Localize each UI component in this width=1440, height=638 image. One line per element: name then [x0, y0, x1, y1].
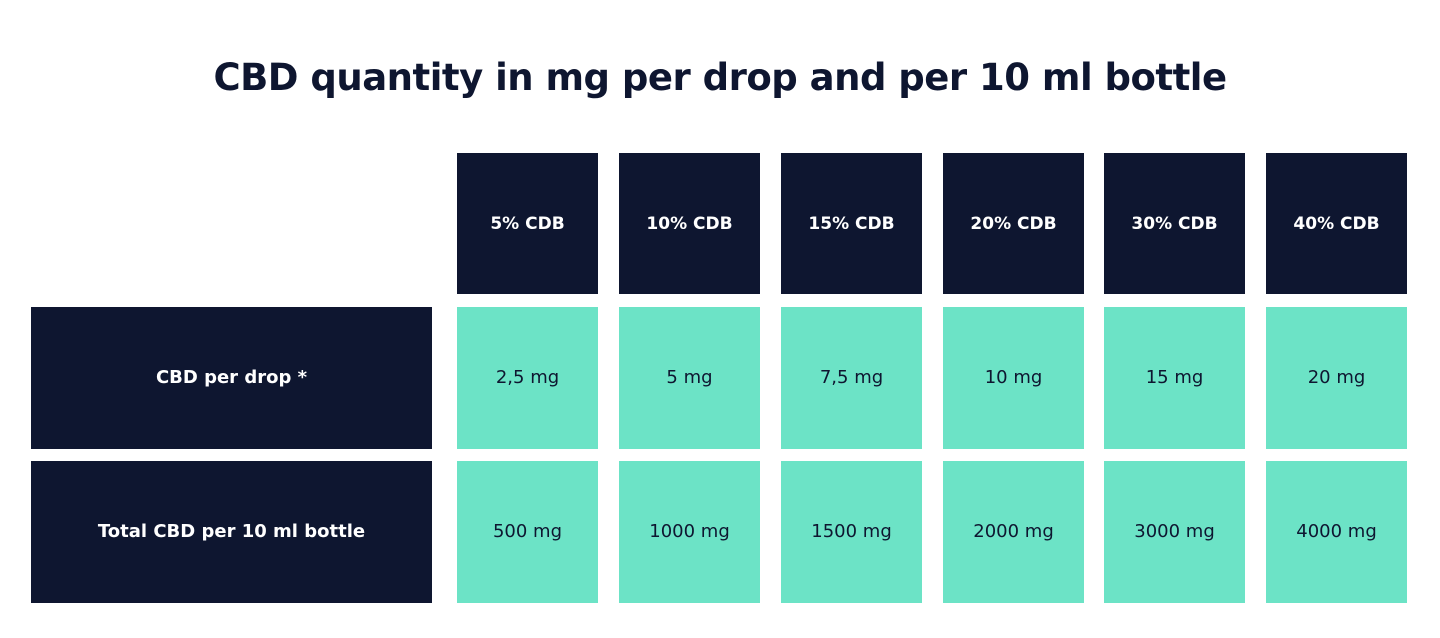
cell-value: 20 mg	[1307, 367, 1366, 388]
value-cell-bottle-10-percent: 1000 mg	[619, 461, 760, 603]
value-cell-per-drop-5-percent: 2,5 mg	[457, 307, 598, 449]
column-header-label: 40% CDB	[1293, 213, 1380, 234]
value-cell-bottle-15-percent: 1500 mg	[781, 461, 922, 603]
column-header-label: 30% CDB	[1131, 213, 1218, 234]
column-header-20-percent: 20% CDB	[943, 153, 1084, 294]
cell-value: 500 mg	[492, 521, 563, 542]
column-header-30-percent: 30% CDB	[1104, 153, 1245, 294]
value-cell-bottle-40-percent: 4000 mg	[1266, 461, 1407, 603]
value-cell-bottle-20-percent: 2000 mg	[943, 461, 1084, 603]
value-cell-bottle-5-percent: 500 mg	[457, 461, 598, 603]
value-cell-per-drop-10-percent: 5 mg	[619, 307, 760, 449]
column-header-label: 20% CDB	[970, 213, 1057, 234]
row-header-label: CBD per drop *	[155, 367, 308, 388]
column-header-10-percent: 10% CDB	[619, 153, 760, 294]
value-cell-per-drop-30-percent: 15 mg	[1104, 307, 1245, 449]
column-header-label: 10% CDB	[646, 213, 733, 234]
cell-value: 10 mg	[984, 367, 1043, 388]
cell-value: 2000 mg	[973, 521, 1054, 542]
value-cell-per-drop-40-percent: 20 mg	[1266, 307, 1407, 449]
column-header-15-percent: 15% CDB	[781, 153, 922, 294]
column-header-label: 15% CDB	[808, 213, 895, 234]
cell-value: 5 mg	[666, 367, 713, 388]
cell-value: 3000 mg	[1134, 521, 1215, 542]
column-header-40-percent: 40% CDB	[1266, 153, 1407, 294]
row-header-cbd-per-drop: CBD per drop *	[31, 307, 432, 449]
cell-value: 4000 mg	[1296, 521, 1377, 542]
value-cell-per-drop-20-percent: 10 mg	[943, 307, 1084, 449]
row-header-label: Total CBD per 10 ml bottle	[97, 521, 366, 542]
table-title: CBD quantity in mg per drop and per 10 m…	[213, 56, 1227, 99]
cell-value: 2,5 mg	[495, 367, 560, 388]
cell-value: 1000 mg	[649, 521, 730, 542]
value-cell-per-drop-15-percent: 7,5 mg	[781, 307, 922, 449]
cell-value: 1500 mg	[811, 521, 892, 542]
value-cell-bottle-30-percent: 3000 mg	[1104, 461, 1245, 603]
cell-value: 15 mg	[1145, 367, 1204, 388]
cell-value: 7,5 mg	[819, 367, 884, 388]
row-header-total-cbd-per-bottle: Total CBD per 10 ml bottle	[31, 461, 432, 603]
column-header-5-percent: 5% CDB	[457, 153, 598, 294]
column-header-label: 5% CDB	[490, 213, 565, 234]
